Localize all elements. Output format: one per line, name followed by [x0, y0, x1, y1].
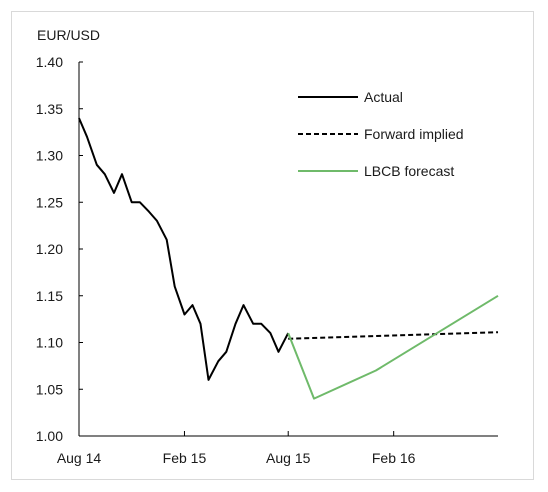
- y-tick-label: 1.05: [36, 381, 63, 397]
- series-line-0: [78, 117, 290, 381]
- chart-frame: [11, 11, 534, 480]
- y-tick-label: 1.25: [36, 194, 63, 210]
- series-lines: [78, 117, 499, 400]
- y-tick-label: 1.10: [36, 335, 63, 351]
- y-tick-label: 1.15: [36, 288, 63, 304]
- series-line-2: [287, 294, 499, 400]
- legend-label-0: Actual: [364, 89, 403, 105]
- y-tick-label: 1.35: [36, 101, 63, 117]
- x-tick-label: Feb 16: [372, 450, 416, 466]
- x-tick-label: Feb 15: [163, 450, 207, 466]
- y-tick-label: 1.20: [36, 241, 63, 257]
- legend-label-2: LBCB forecast: [364, 163, 454, 179]
- series-line-1: [288, 331, 499, 340]
- y-tick-label: 1.00: [36, 428, 63, 444]
- axes: 1.40 1.35 1.30 1.25 1.20 1.15 1.10 1.05 1.00 Aug …: [36, 54, 498, 466]
- y-axis-label: EUR/USD: [37, 27, 100, 43]
- y-tick-label: 1.30: [36, 148, 63, 164]
- x-tick-label: Aug 15: [266, 450, 311, 466]
- legend-label-1: Forward implied: [364, 126, 464, 142]
- legend: Actual Forward implied LBCB forecast: [298, 89, 464, 179]
- x-tick-label: Aug 14: [57, 450, 102, 466]
- y-tick-label: 1.40: [36, 54, 63, 70]
